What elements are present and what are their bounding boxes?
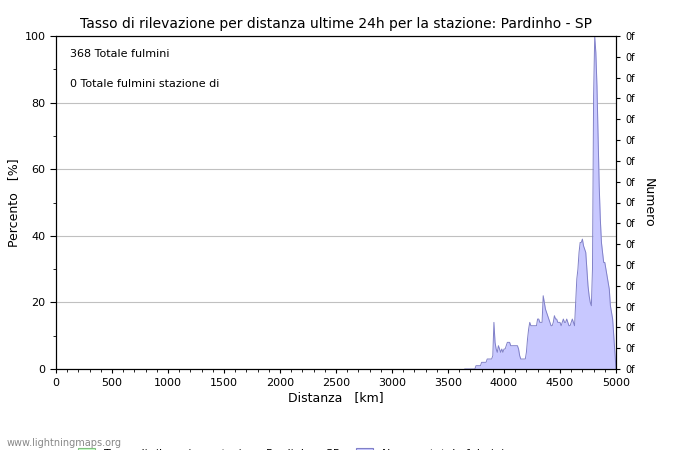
Legend: Tasso di rilevazione stazione Pardinho - SP, Numero totale fulmini: Tasso di rilevazione stazione Pardinho -… (74, 444, 508, 450)
Text: www.lightningmaps.org: www.lightningmaps.org (7, 438, 122, 448)
Text: 368 Totale fulmini: 368 Totale fulmini (70, 50, 169, 59)
Text: 0 Totale fulmini stazione di: 0 Totale fulmini stazione di (70, 79, 219, 89)
Y-axis label: Percento   [%]: Percento [%] (8, 158, 20, 247)
Title: Tasso di rilevazione per distanza ultime 24h per la stazione: Pardinho - SP: Tasso di rilevazione per distanza ultime… (80, 17, 592, 31)
X-axis label: Distanza   [km]: Distanza [km] (288, 391, 384, 404)
Y-axis label: Numero: Numero (641, 178, 654, 227)
